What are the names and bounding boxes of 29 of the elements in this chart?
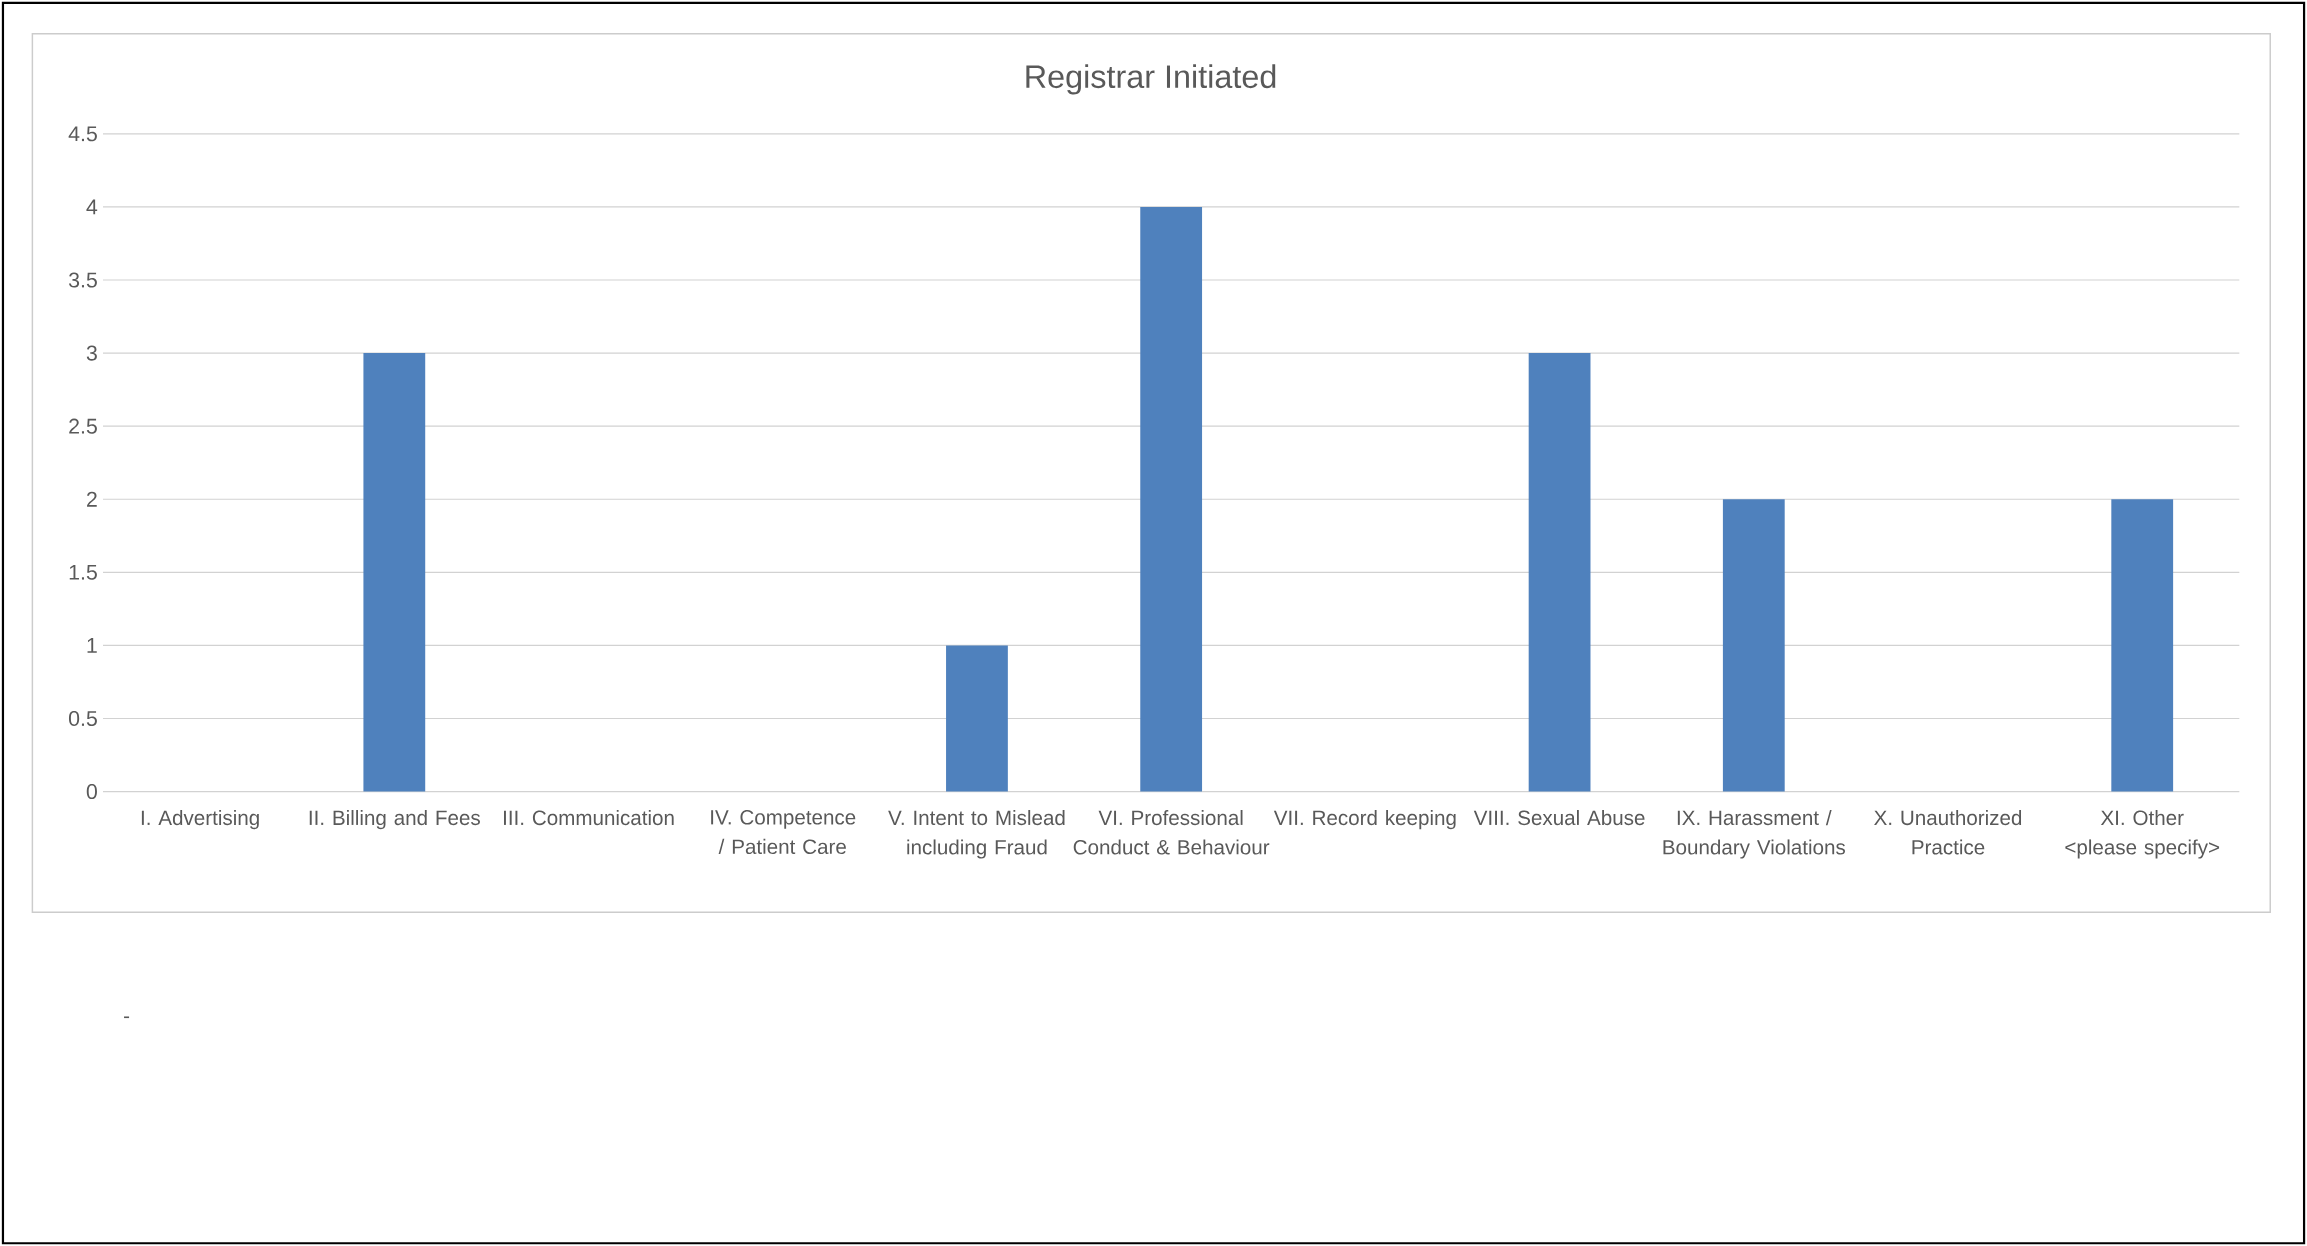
x-tick-label: VIII. Sexual Abuse (1473, 809, 1645, 826)
x-tick-label: V. Intent to Mislead including Fraud (888, 809, 1065, 859)
y-tick-label: 4.5 (68, 126, 97, 142)
y-tick-label: 4 (86, 199, 98, 215)
bar (2111, 499, 2174, 792)
y-tick-label: 1.5 (69, 564, 97, 580)
x-tick-label: IV. Competence / Patient Care (711, 809, 856, 854)
bar (1722, 499, 1785, 792)
y-tick-label: 2 (87, 491, 97, 507)
bar (1140, 206, 1203, 792)
bar (946, 645, 1008, 792)
x-tick-label: III. Communication (503, 809, 674, 826)
x-tick-label: VI. Professional Conduct & Behaviour (1073, 809, 1270, 855)
y-tick-label: 0.5 (68, 710, 97, 726)
x-tick-label: IX. Harassment / Boundary Violations (1663, 809, 1846, 859)
y-tick-label: 2.5 (69, 418, 97, 434)
x-tick-label: XI. Other <please specify> (2065, 809, 2220, 859)
text: - (124, 1016, 130, 1018)
y-tick-label: 1 (87, 637, 97, 653)
y-tick-label: 3.5 (68, 272, 97, 288)
chart-title: Registrar Initiated (1026, 64, 1276, 95)
x-tick-label: I. Advertising (141, 809, 259, 830)
x-tick-label: II. Billing and Fees (309, 809, 480, 830)
bar (363, 353, 426, 792)
x-tick-label: X. Unauthorized Practice (1874, 809, 2022, 855)
x-tick-label: VII. Record keeping (1273, 809, 1456, 830)
y-tick-label: 0 (86, 783, 97, 800)
y-tick-label: 3 (86, 345, 97, 361)
bar (1528, 353, 1591, 792)
